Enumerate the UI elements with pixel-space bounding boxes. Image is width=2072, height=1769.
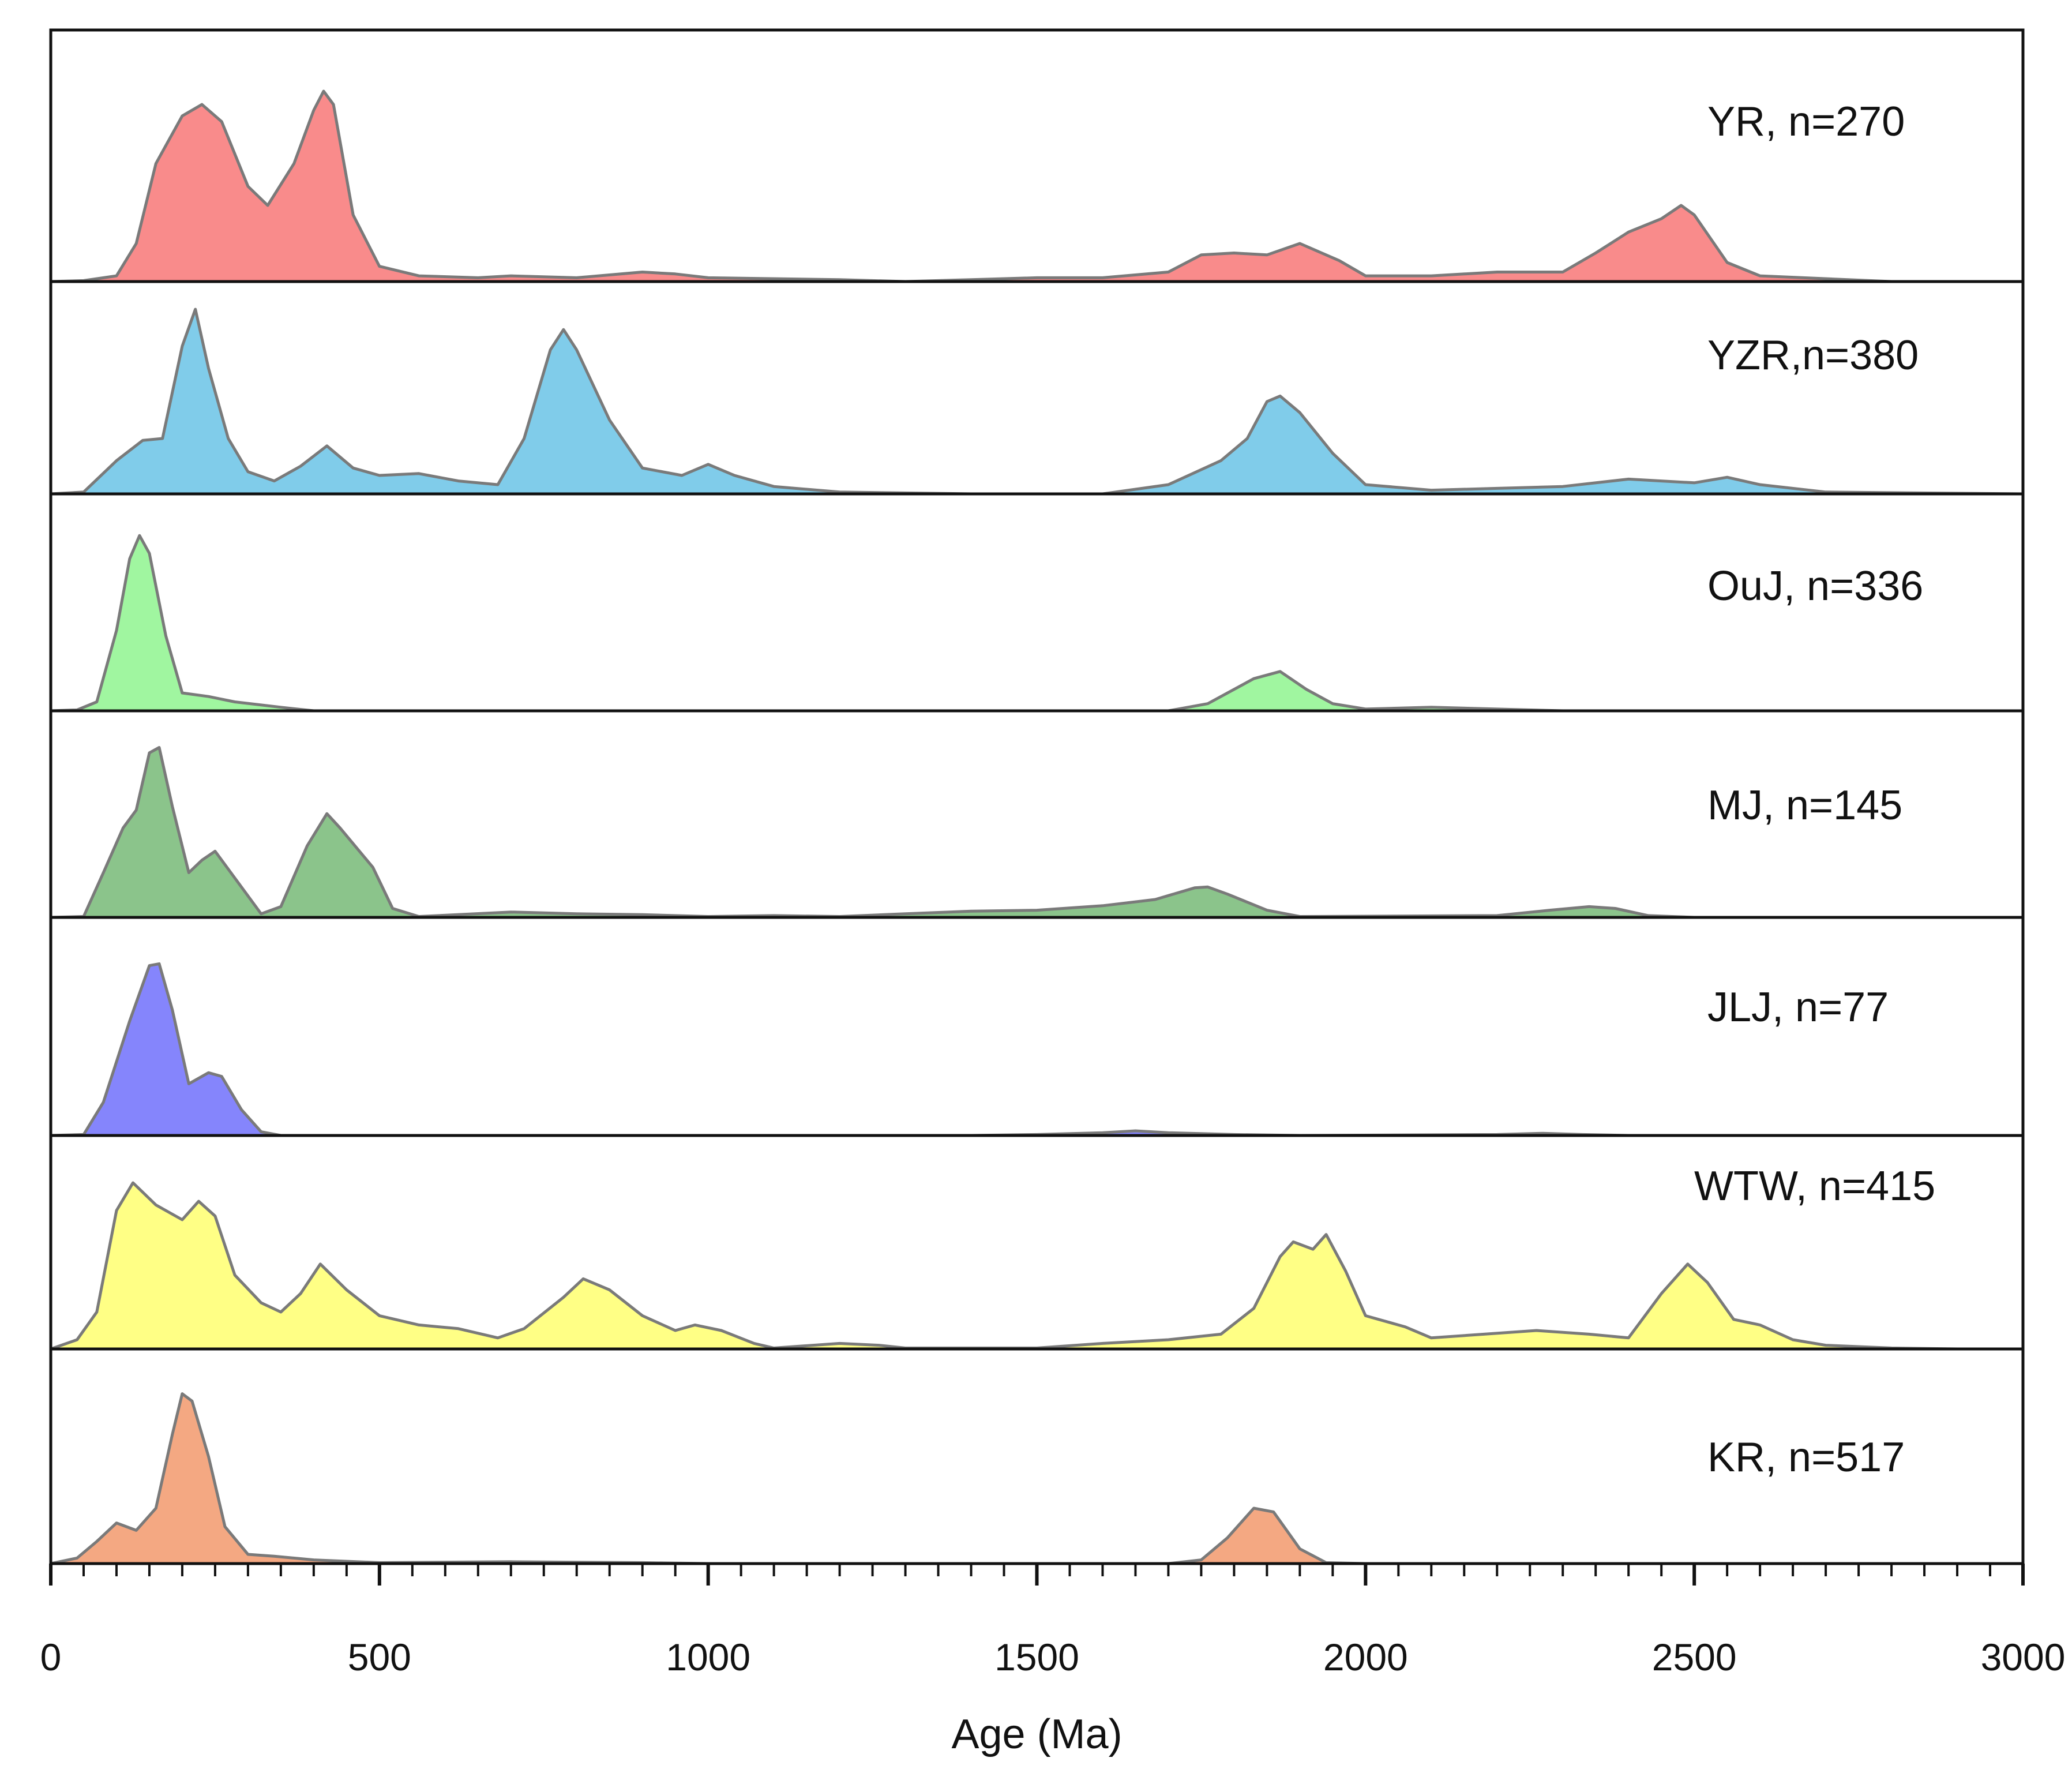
- x-tick-label: 500: [348, 1636, 411, 1678]
- x-axis-title: Age (Ma): [951, 1711, 1122, 1757]
- panel-label-4: MJ, n=145: [1707, 782, 1902, 829]
- x-axis: 0 500 1000 1500 2000 2500 3000: [40, 1564, 2066, 1678]
- density-area-1: [51, 91, 2023, 282]
- x-tick-label: 3000: [1981, 1636, 2066, 1678]
- x-tick-label: 0: [40, 1636, 62, 1678]
- x-tick-label: 2000: [1323, 1636, 1408, 1678]
- density-area-2: [51, 309, 2023, 494]
- x-tick-label: 2500: [1652, 1636, 1737, 1678]
- panel-label-6: WTW, n=415: [1694, 1163, 1935, 1209]
- x-tick-label: 1500: [994, 1636, 1079, 1678]
- panel-2: YZR,n=380: [50, 308, 2024, 496]
- panel-3: OuJ, n=336: [50, 534, 2023, 713]
- panel-label-1: YR, n=270: [1707, 99, 1905, 145]
- panel-label-7: KR, n=517: [1707, 1434, 1905, 1481]
- density-area-4: [51, 747, 2023, 917]
- density-curve-6: [50, 1181, 2023, 1351]
- density-panels: YR, n=270 YZR,n=380 OuJ, n=336 MJ, n=145 JLJ…: [50, 89, 2024, 1565]
- x-tick-label: 1000: [666, 1636, 750, 1678]
- density-area-6: [51, 1183, 2023, 1349]
- density-curve-1: [50, 89, 2023, 283]
- panel-label-3: OuJ, n=336: [1707, 563, 1923, 609]
- plot-frame: [49, 28, 2025, 1565]
- panel-5: JLJ, n=77: [50, 962, 2023, 1137]
- panel-1: YR, n=270: [50, 89, 2023, 283]
- panel-label-2: YZR,n=380: [1707, 332, 1919, 378]
- density-curve-7: [50, 1392, 2023, 1565]
- density-curve-2: [50, 308, 2024, 496]
- panel-4: MJ, n=145: [50, 746, 2023, 919]
- panel-label-5: JLJ, n=77: [1707, 984, 1889, 1030]
- panel-6: WTW, n=415: [50, 1163, 2023, 1351]
